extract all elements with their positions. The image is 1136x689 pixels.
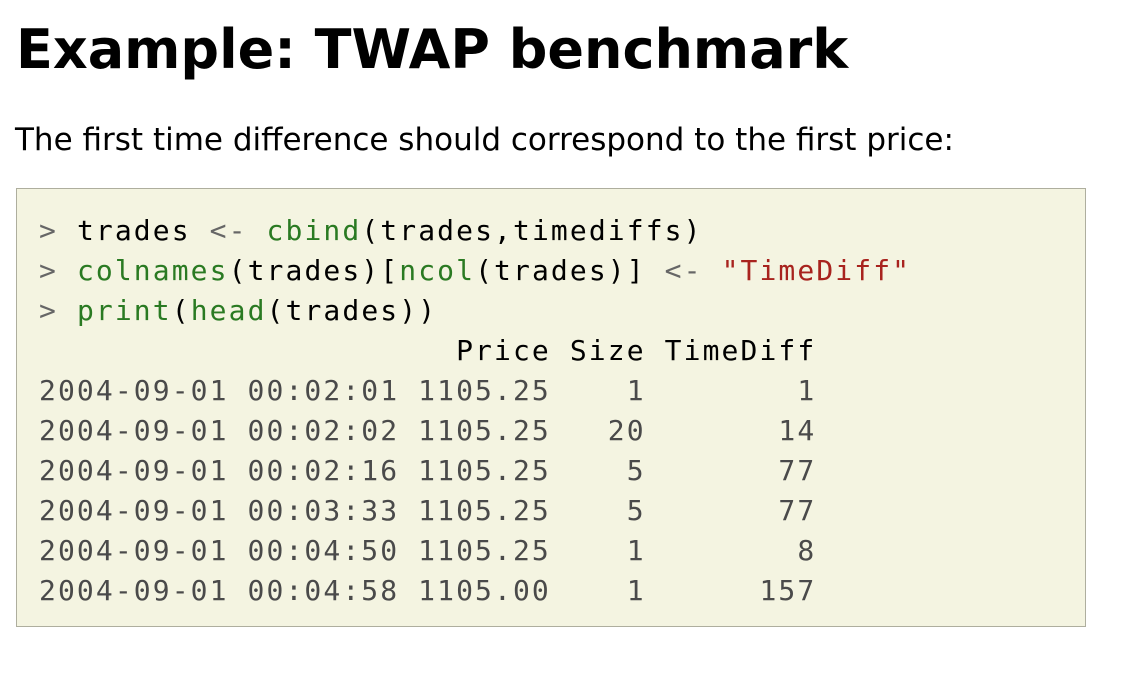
row-timediff: 77 [778,494,817,527]
row-timestamp: 2004-09-01 00:02:02 [39,414,400,447]
row-timediff: 8 [797,534,817,567]
row-timediff: 1 [797,374,817,407]
cbind-args: (trades,timediffs) [361,214,703,247]
colnames-args: (trades)[ [228,254,400,287]
row-timediff: 77 [778,454,817,487]
row-timestamp: 2004-09-01 00:04:58 [39,574,400,607]
row-price: 1105.25 [418,494,551,527]
row-size: 1 [626,534,646,567]
fn-ncol: ncol [399,254,476,287]
row-price: 1105.25 [418,414,551,447]
table-row: 2004-09-01 00:02:01 1105.25 1 1 [39,371,911,411]
code-content: > trades <- cbind(trades,timediffs) > col… [39,211,911,611]
row-price: 1105.25 [418,374,551,407]
row-price: 1105.25 [418,454,551,487]
column-header: Price [456,334,551,367]
row-size: 5 [626,454,646,487]
code-block: > trades <- cbind(trades,timediffs) > col… [16,188,1086,627]
slide-title: Example: TWAP benchmark [16,18,849,81]
row-timediff: 14 [778,414,817,447]
row-size: 1 [626,374,646,407]
row-timestamp: 2004-09-01 00:04:50 [39,534,400,567]
row-price: 1105.25 [418,534,551,567]
var-trades: trades [76,214,191,247]
row-price: 1105.00 [418,574,551,607]
prompt: > [39,294,58,327]
output-header-row: Price Size TimeDiff [39,331,911,371]
fn-colnames: colnames [76,254,229,287]
row-timestamp: 2004-09-01 00:03:33 [39,494,400,527]
assign-operator: <- [209,214,248,247]
code-line-cbind: > trades <- cbind(trades,timediffs) [39,211,911,251]
column-header: Size [569,334,646,367]
print-paren: ( [171,294,191,327]
table-row: 2004-09-01 00:02:02 1105.25 20 14 [39,411,911,451]
fn-cbind: cbind [266,214,362,247]
table-row: 2004-09-01 00:02:16 1105.25 5 77 [39,451,911,491]
column-header: TimeDiff [664,334,817,367]
head-args: (trades)) [266,294,438,327]
row-size: 5 [626,494,646,527]
assign-operator: <- [664,254,703,287]
table-row: 2004-09-01 00:03:33 1105.25 5 77 [39,491,911,531]
table-row: 2004-09-01 00:04:58 1105.00 1 157 [39,571,911,611]
string-timediff: "TimeDiff" [721,254,912,287]
row-timestamp: 2004-09-01 00:02:01 [39,374,400,407]
ncol-args: (trades)] [475,254,646,287]
fn-print: print [76,294,172,327]
code-line-colnames: > colnames(trades)[ncol(trades)] <- "Tim… [39,251,911,291]
intro-text: The first time difference should corresp… [15,122,954,158]
prompt: > [39,214,58,247]
code-line-print: > print(head(trades)) [39,291,911,331]
fn-head: head [190,294,267,327]
row-timestamp: 2004-09-01 00:02:16 [39,454,400,487]
row-timediff: 157 [759,574,817,607]
output-rows: 2004-09-01 00:02:01 1105.25 1 1 2004-09-0… [39,371,911,611]
prompt: > [39,254,58,287]
row-size: 1 [626,574,646,607]
row-size: 20 [607,414,646,447]
table-row: 2004-09-01 00:04:50 1105.25 1 8 [39,531,911,571]
